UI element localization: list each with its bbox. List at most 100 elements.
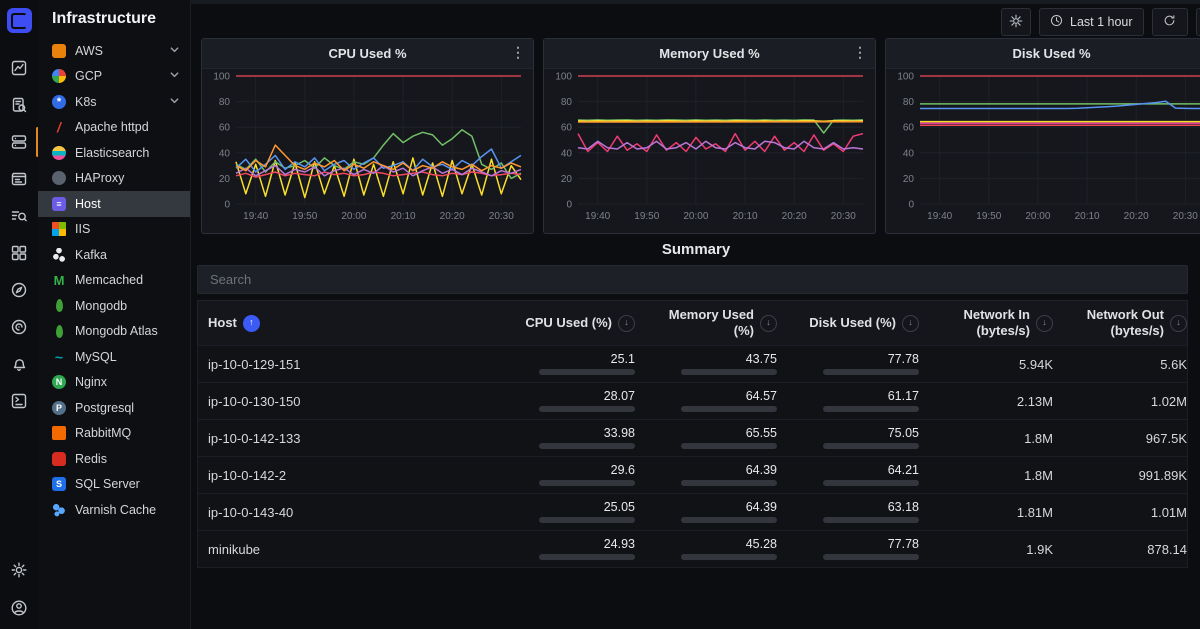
- trace-explorer-icon[interactable]: [0, 207, 38, 225]
- table-row[interactable]: ip-10-0-142-2 29.6 64.39 64.21 1.8M 991.89K: [197, 456, 1188, 493]
- sidebar-item-mongodb-atlas[interactable]: Mongodb Atlas: [38, 319, 190, 345]
- gauge-cell: 64.57: [681, 390, 777, 412]
- host-name[interactable]: ip-10-0-142-133: [208, 430, 301, 446]
- sidebar-item-label: K8s: [75, 94, 97, 109]
- sidebar-item-label: Redis: [75, 451, 107, 466]
- docs-icon[interactable]: [0, 392, 38, 410]
- dashboard-settings-button[interactable]: [1001, 8, 1031, 36]
- sidebar-item-label: Mongodb Atlas: [75, 324, 158, 339]
- host-name[interactable]: ip-10-0-143-40: [208, 504, 294, 520]
- sidebar-item-label: HAProxy: [75, 171, 125, 186]
- chevron-down-icon[interactable]: [169, 95, 180, 109]
- host-name[interactable]: ip-10-0-129-151: [208, 356, 301, 372]
- table-row[interactable]: ip-10-0-143-40 25.05 64.39 63.18 1.81M 1.01M: [197, 493, 1188, 530]
- sidebar-item-nginx[interactable]: N Nginx: [38, 370, 190, 396]
- sort-desc-icon[interactable]: ↓: [1036, 314, 1053, 332]
- gauge-track: [539, 442, 635, 449]
- gauge-track: [823, 368, 919, 375]
- main-content: Last 1 hour Off CPU Used % 0 20 40 60 80 100 19…: [190, 4, 1200, 629]
- settings-icon[interactable]: [0, 561, 38, 579]
- sidebar-item-apache-httpd[interactable]: / Apache httpd: [38, 115, 190, 141]
- alerts-icon[interactable]: [0, 318, 38, 336]
- dashboards-icon[interactable]: [0, 244, 38, 262]
- sidebar-item-label: Elasticsearch: [75, 145, 150, 160]
- table-row[interactable]: ip-10-0-129-151 25.1 43.75 77.78 5.94K 5.6K: [197, 345, 1188, 382]
- svg-text:20:20: 20:20: [1124, 211, 1149, 222]
- exceptions-icon[interactable]: [0, 281, 38, 299]
- column-label: Network Out (bytes/s): [1086, 306, 1164, 338]
- gauge-value: 25.05: [603, 500, 635, 515]
- sort-desc-icon[interactable]: ↓: [1170, 314, 1187, 332]
- sidebar-item-kafka[interactable]: Kafka: [38, 242, 190, 268]
- sidebar-item-postgresql[interactable]: P Postgresql: [38, 395, 190, 421]
- sidebar-item-label: GCP: [75, 69, 103, 84]
- auto-refresh-interval-button[interactable]: Off: [1195, 8, 1200, 36]
- refresh-button[interactable]: [1151, 8, 1188, 36]
- sidebar-item-label: RabbitMQ: [75, 426, 132, 441]
- panel-menu-icon[interactable]: [511, 44, 525, 61]
- host-name[interactable]: ip-10-0-142-2: [208, 467, 287, 483]
- gauge-track: [539, 405, 635, 412]
- network-in-value: 1.8M: [1024, 467, 1053, 483]
- sidebar-item-gcp[interactable]: GCP: [38, 64, 190, 90]
- sort-desc-icon[interactable]: ↓: [902, 314, 919, 332]
- infrastructure-icon[interactable]: [0, 127, 39, 157]
- sidebar-item-memcached[interactable]: M Memcached: [38, 268, 190, 294]
- sort-desc-icon[interactable]: ↓: [760, 314, 777, 332]
- sidebar-item-haproxy[interactable]: HAProxy: [38, 166, 190, 192]
- search-input[interactable]: [198, 272, 1187, 287]
- apm-services-icon[interactable]: [0, 170, 38, 188]
- host-icon: ≡: [52, 196, 66, 211]
- logs-explorer-icon[interactable]: [0, 96, 38, 114]
- table-row[interactable]: ip-10-0-130-150 28.07 64.57 61.17 2.13M 1.02M: [197, 382, 1188, 419]
- panel-menu-icon[interactable]: [853, 44, 867, 61]
- sidebar-item-label: IIS: [75, 222, 91, 237]
- account-icon[interactable]: [0, 599, 38, 617]
- gauge-value: 33.98: [603, 426, 635, 441]
- sidebar-item-iis[interactable]: IIS: [38, 217, 190, 243]
- gauge-cell: 77.78: [823, 538, 919, 560]
- chart-plot-area[interactable]: 0 20 40 60 80 100 19:40 19:50 20:00 20:10 20:20 20:…: [544, 69, 873, 228]
- sidebar-item-varnish-cache[interactable]: Varnish Cache: [38, 497, 190, 523]
- gauge-track: [823, 405, 919, 412]
- chevron-down-icon[interactable]: [169, 44, 180, 58]
- gauge-value: 45.28: [745, 537, 777, 552]
- table-row[interactable]: minikube 24.93 45.28 77.78 1.9K 878.14: [197, 530, 1188, 568]
- sidebar-item-aws[interactable]: AWS: [38, 38, 190, 64]
- sidebar-item-elasticsearch[interactable]: Elasticsearch: [38, 140, 190, 166]
- chart-plot-area[interactable]: 0 20 40 60 80 100 19:40 19:50 20:00 20:10 20:20 20:…: [886, 69, 1200, 228]
- sidebar-item-k8s[interactable]: * K8s: [38, 89, 190, 115]
- svg-text:60: 60: [903, 123, 915, 134]
- gauge-track: [823, 553, 919, 560]
- sort-asc-icon[interactable]: ↑: [242, 314, 260, 332]
- gauge-value: 28.07: [603, 389, 635, 404]
- sidebar-item-rabbitmq[interactable]: RabbitMQ: [38, 421, 190, 447]
- sidebar-item-sql-server[interactable]: S SQL Server: [38, 472, 190, 498]
- sidebar-item-host[interactable]: ≡ Host: [38, 191, 190, 217]
- sidebar-item-mongodb[interactable]: Mongodb: [38, 293, 190, 319]
- main-header: Last 1 hour Off: [191, 4, 1200, 38]
- table-row[interactable]: ip-10-0-142-133 33.98 65.55 75.05 1.8M 967.5K: [197, 419, 1188, 456]
- gauge-track: [539, 516, 635, 523]
- svg-text:80: 80: [561, 97, 573, 108]
- gauge-cell: 61.17: [823, 390, 919, 412]
- kafka-icon: [52, 247, 66, 262]
- host-name[interactable]: minikube: [208, 541, 261, 557]
- clock-icon: [1050, 14, 1063, 30]
- metrics-icon[interactable]: [0, 59, 38, 77]
- sidebar-item-mysql[interactable]: ~ MySQL: [38, 344, 190, 370]
- sort-desc-icon[interactable]: ↓: [618, 314, 635, 332]
- app-logo-icon[interactable]: [6, 8, 32, 33]
- svg-text:0: 0: [566, 200, 572, 211]
- sidebar-item-redis[interactable]: Redis: [38, 446, 190, 472]
- host-name[interactable]: ip-10-0-130-150: [208, 393, 301, 409]
- chart-plot-area[interactable]: 0 20 40 60 80 100 19:40 19:50 20:00 20:10 20:20 20:…: [202, 69, 531, 228]
- chevron-down-icon[interactable]: [169, 69, 180, 83]
- panel-menu-icon[interactable]: [1195, 44, 1200, 61]
- notifications-icon[interactable]: [0, 355, 38, 373]
- svg-text:100: 100: [213, 72, 230, 83]
- chart-panel-memory-used-: Memory Used % 0 20 40 60 80 100 19:40 19:50 20:00…: [543, 38, 876, 234]
- time-range-picker[interactable]: Last 1 hour: [1039, 8, 1144, 36]
- gauge-value: 77.78: [887, 352, 919, 367]
